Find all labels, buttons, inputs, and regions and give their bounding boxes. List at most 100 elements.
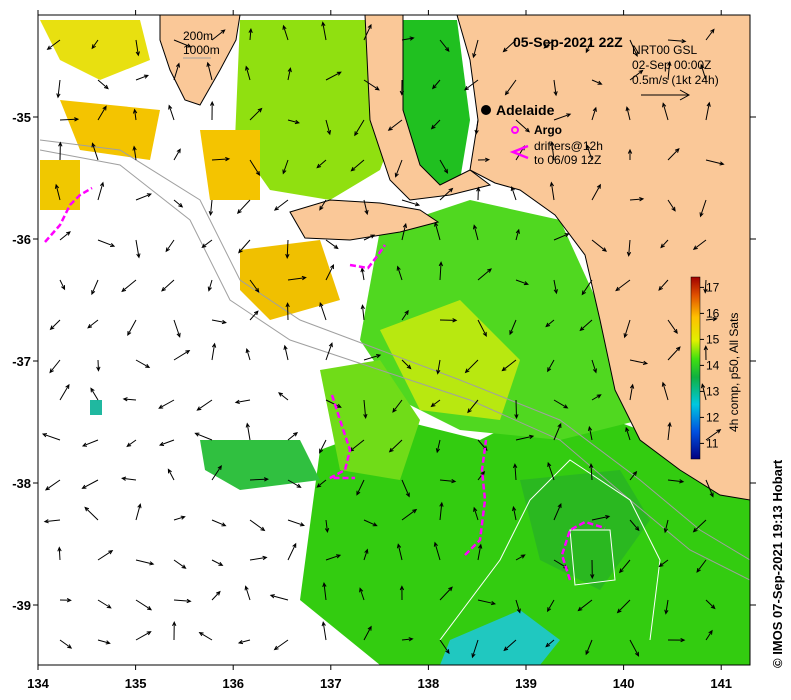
current-arrow-icon (359, 587, 365, 601)
current-arrow-icon (387, 119, 403, 131)
current-arrow-icon (705, 599, 716, 610)
current-arrow-icon (135, 74, 149, 81)
current-arrow-icon (511, 505, 517, 521)
x-axis: 134 135 136 137 138 139 140 141 (27, 10, 732, 691)
colorbar-ticks: 11 12 13 14 15 16 17 (700, 280, 720, 450)
current-arrow-icon (325, 342, 333, 361)
current-arrow-icon (249, 279, 260, 293)
current-arrow-icon (476, 186, 481, 201)
current-arrow-icon (363, 354, 382, 361)
current-arrow-icon (273, 199, 289, 211)
current-arrow-icon (401, 508, 418, 521)
yorke-peninsula (364, 15, 492, 201)
current-arrow-icon (325, 239, 339, 250)
current-arrow-icon (59, 231, 71, 241)
current-scale: 0.5m/s (1kt 24h) (632, 73, 719, 87)
current-arrow-icon (591, 239, 608, 252)
current-arrow-icon (547, 461, 555, 481)
current-arrow-icon (269, 594, 289, 601)
argo-icon (511, 126, 519, 134)
current-arrow-icon (234, 399, 251, 405)
current-arrow-icon (515, 434, 535, 441)
current-arrow-icon (616, 599, 631, 614)
current-arrow-icon (439, 159, 449, 174)
current-arrow-icon (591, 79, 603, 85)
current-arrow-icon (283, 344, 289, 361)
current-arrow-icon (249, 477, 269, 482)
current-arrow-icon (543, 39, 555, 49)
current-arrow-icon (285, 302, 290, 321)
current-arrow-icon (56, 79, 61, 99)
current-arrow-icon (502, 39, 517, 53)
plot-frame (37, 14, 751, 666)
current-arrow-icon (57, 546, 62, 561)
current-arrow-icon (325, 119, 332, 136)
drifters-label: drifters@12h (534, 139, 603, 153)
y-tick-label: -36 (12, 232, 31, 247)
y-tick-label: -35 (12, 110, 31, 125)
current-arrow-icon (547, 359, 555, 373)
city-label: Adelaide (496, 102, 555, 118)
current-arrow-icon (167, 468, 175, 481)
y-tick-label: -38 (12, 476, 31, 491)
colorbar-label: 4h comp, p50, All Sats (727, 313, 741, 432)
current-arrow-icon (363, 234, 376, 241)
current-arrow-icon (472, 224, 479, 241)
current-arrow-icon (477, 599, 497, 606)
current-arrow-icon (97, 79, 109, 90)
current-arrow-icon (550, 140, 555, 161)
legend-200m: 200m (183, 29, 213, 43)
current-arrow-icon (209, 100, 215, 121)
current-arrow-icon (553, 233, 570, 241)
current-arrow-icon (627, 148, 633, 161)
current-arrow-icon (354, 119, 365, 137)
current-arrow-icon (91, 279, 99, 296)
current-arrow-icon (591, 394, 602, 401)
current-arrow-icon (211, 29, 226, 41)
current-arrow-icon (211, 319, 227, 325)
colorbar-tick-label: 11 (706, 436, 719, 450)
current-arrow-icon (236, 199, 251, 214)
current-arrow-icon (360, 267, 365, 281)
current-arrow-icon (84, 506, 99, 521)
current-arrow-icon (510, 185, 517, 201)
current-arrow-icon (244, 585, 251, 601)
current-arrow-icon (207, 279, 213, 292)
current-arrow-icon (434, 221, 441, 241)
current-arrow-icon (439, 187, 454, 201)
current-arrow-icon (401, 36, 415, 41)
current-vectors (41, 21, 725, 659)
colorbar (690, 276, 701, 460)
current-arrow-icon (356, 479, 365, 496)
current-arrow-icon (90, 387, 99, 401)
current-arrow-icon (696, 559, 707, 573)
current-arrow-icon (629, 519, 640, 532)
current-arrow-icon (363, 23, 372, 41)
current-arrow-icon (667, 479, 685, 484)
current-arrow-icon (667, 199, 676, 212)
current-arrow-icon (545, 319, 555, 328)
current-arrow-icon (401, 637, 414, 642)
current-arrow-icon (512, 463, 518, 481)
current-arrow-icon (194, 432, 213, 441)
current-arrow-icon (700, 383, 707, 401)
current-arrow-icon (49, 319, 61, 331)
y-tick-label: -37 (12, 354, 31, 369)
current-arrow-icon (477, 157, 491, 162)
current-arrow-icon (705, 429, 722, 441)
current-arrow-icon (396, 265, 403, 281)
current-arrow-icon (173, 559, 187, 569)
current-arrow-icon (59, 279, 66, 291)
current-arrow-icon (325, 554, 342, 561)
current-arrow-icon (619, 559, 631, 574)
current-arrow-icon (664, 599, 669, 615)
current-arrow-icon (245, 422, 251, 441)
current-arrow-icon (401, 222, 408, 241)
current-arrow-icon (249, 555, 268, 561)
current-arrow-icon (705, 479, 714, 498)
current-arrow-icon (591, 183, 601, 201)
current-arrow-icon (667, 421, 672, 441)
y-tick-label: -39 (12, 598, 31, 613)
current-arrow-icon (249, 107, 263, 121)
